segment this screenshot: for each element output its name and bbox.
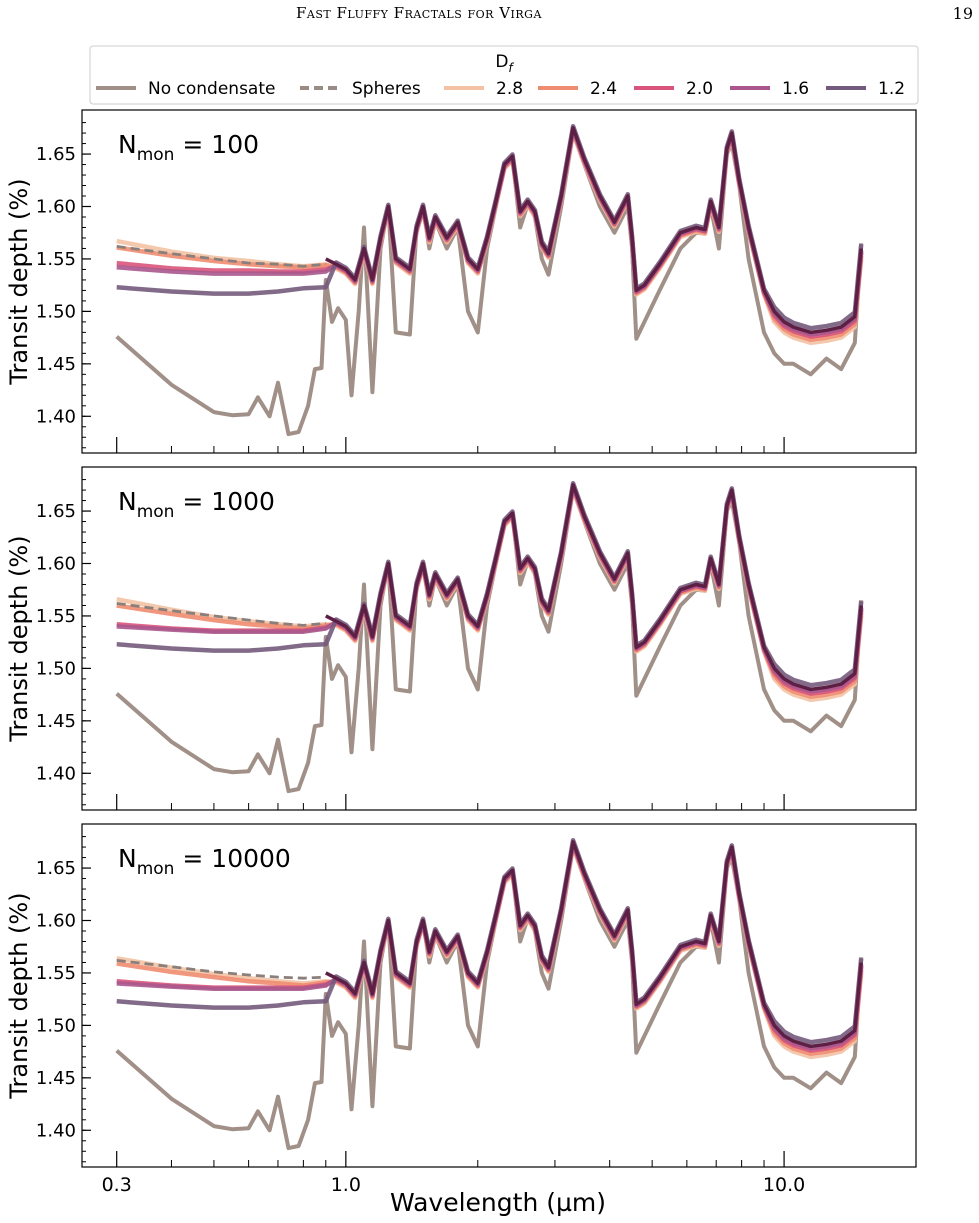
y-tick-label: 1.45	[36, 711, 76, 732]
legend-label: 1.2	[878, 79, 905, 99]
panel-label-rest: = 100	[174, 130, 259, 159]
series-line-no-condensate	[115, 131, 864, 437]
legend-entry: 1.2	[826, 79, 905, 99]
plot-area	[115, 837, 864, 1151]
legend-title-base: D	[495, 52, 508, 72]
y-tick-label: 1.65	[36, 144, 76, 165]
running-title: Fast Fluffy Fractals for Virga	[296, 4, 542, 22]
legend-label: 1.6	[782, 79, 809, 99]
x-tick-label: 10.0	[763, 1174, 805, 1196]
x-tick-label: 1.0	[331, 1174, 361, 1196]
plot-frame	[81, 109, 917, 454]
y-tick-label: 1.65	[36, 858, 76, 879]
panel-label: Nmon = 10000	[118, 844, 291, 879]
legend-entry: No condensate	[96, 79, 275, 99]
x-axis-label: Wavelength (µm)	[390, 1188, 606, 1217]
panel-label: Nmon = 100	[118, 130, 259, 165]
plot-area	[115, 123, 864, 437]
series-line-no-condensate	[115, 488, 864, 794]
y-axis-label: Transit depth (%)	[5, 892, 33, 1099]
plot-frame	[81, 823, 917, 1168]
y-tick-label: 1.60	[36, 554, 76, 575]
running-head: Fast Fluffy Fractals for Virga 19	[0, 4, 979, 28]
series-line-no-condensate	[115, 845, 864, 1151]
panel-label: Nmon = 1000	[118, 487, 275, 522]
y-tick-label: 1.60	[36, 911, 76, 932]
panel-label-base: N	[118, 130, 137, 159]
panel-label-rest: = 10000	[174, 844, 290, 873]
legend-entries: No condensate Spheres 2.8 2.4 2.0 1.6 1.2	[96, 79, 905, 99]
y-tick-label: 1.45	[36, 1068, 76, 1089]
legend-entry: 1.6	[730, 79, 809, 99]
legend-label: 2.4	[590, 79, 617, 99]
legend-entry: 2.4	[538, 79, 617, 99]
series-line-spheres	[116, 602, 326, 627]
series-line-overlay	[324, 840, 863, 1049]
series-line-spheres	[116, 959, 326, 980]
x-tick-label: 0.3	[102, 1174, 132, 1196]
y-tick-label: 1.60	[36, 197, 76, 218]
series-line-spheres	[116, 245, 326, 268]
plot-frame	[81, 466, 917, 811]
y-tick-label: 1.45	[36, 354, 76, 375]
panel-label-sub: mon	[137, 145, 175, 165]
y-tick-label: 1.50	[36, 301, 76, 322]
legend-label: 2.0	[686, 79, 713, 99]
legend-frame	[89, 45, 919, 105]
legend-entry: Spheres	[300, 79, 421, 99]
series-line-overlay	[324, 126, 863, 335]
y-tick-label: 1.55	[36, 963, 76, 984]
y-tick-label: 1.65	[36, 501, 76, 522]
y-tick-label: 1.55	[36, 249, 76, 270]
y-tick-label: 1.40	[36, 406, 76, 427]
y-tick-label: 1.50	[36, 658, 76, 679]
panel-label-base: N	[118, 487, 137, 516]
y-axis-label: Transit depth (%)	[5, 178, 33, 385]
legend: Df No condensate Spheres 2.8 2.4 2.0 1.6 1.2	[89, 45, 919, 105]
legend-title-sub: f	[508, 61, 514, 75]
y-tick-label: 1.50	[36, 1015, 76, 1036]
legend-title: Df	[495, 52, 514, 75]
legend-entry: 2.0	[634, 79, 713, 99]
y-tick-label: 1.40	[36, 1120, 76, 1141]
panel-label-sub: mon	[137, 859, 175, 879]
legend-label: Spheres	[352, 79, 421, 99]
panel: 1.40 1.45 1.50 1.55 1.60 1.65 0.3 1.0 10.0 Transi…	[5, 823, 917, 1196]
panel-label-sub: mon	[137, 502, 175, 522]
panel-label-rest: = 1000	[174, 487, 274, 516]
legend-label: No condensate	[148, 79, 275, 99]
plot-area	[115, 480, 864, 794]
page-number: 19	[952, 4, 973, 23]
y-axis-label: Transit depth (%)	[5, 535, 33, 742]
panel-label-base: N	[118, 844, 137, 873]
legend-label: 2.8	[496, 79, 523, 99]
series-line-overlay	[324, 483, 863, 692]
legend-entry: 2.8	[444, 79, 523, 99]
y-tick-label: 1.40	[36, 763, 76, 784]
y-tick-label: 1.55	[36, 606, 76, 627]
